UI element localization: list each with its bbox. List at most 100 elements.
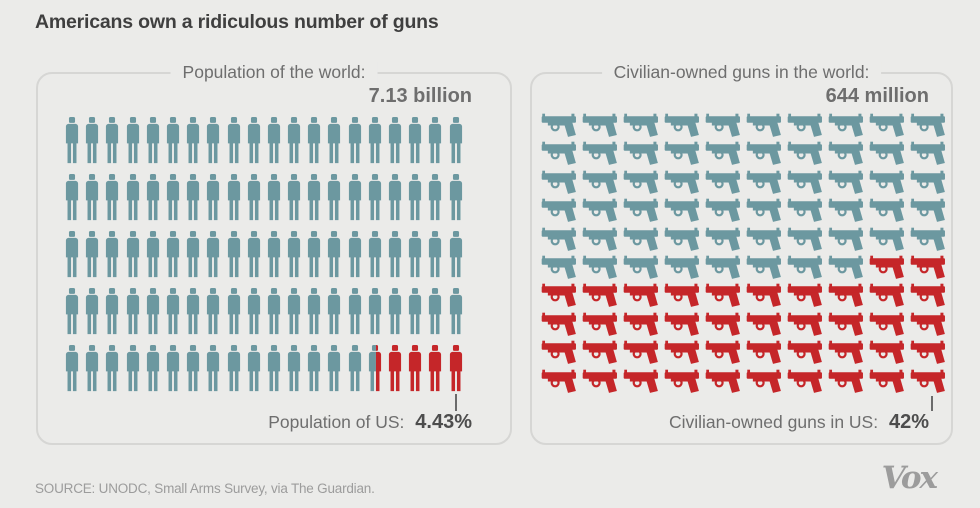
person-icon — [145, 117, 161, 165]
handgun-icon — [746, 112, 782, 138]
handgun-icon — [828, 339, 864, 366]
handgun-icon — [828, 112, 864, 138]
person-icon — [367, 345, 383, 393]
handgun-icon — [705, 368, 741, 394]
person-icon — [125, 288, 141, 336]
person-icon — [205, 345, 221, 393]
handgun-icon — [541, 339, 577, 366]
person-icon — [448, 231, 464, 279]
handgun-icon — [787, 282, 823, 309]
handgun-icon — [746, 254, 782, 280]
person-icon — [185, 231, 201, 279]
person-icon — [266, 288, 282, 336]
person-icon — [407, 174, 423, 222]
handgun-icon — [623, 339, 659, 366]
person-icon — [407, 288, 423, 336]
highlight-caption: Population of US: 4.43% — [268, 411, 472, 434]
handgun-icon — [623, 254, 659, 280]
person-icon — [226, 174, 242, 222]
handgun-icon — [582, 169, 618, 195]
highlight-value: 4.43% — [415, 411, 472, 433]
person-icon — [286, 345, 302, 393]
person-icon — [306, 117, 322, 165]
handgun-icon — [664, 368, 700, 394]
person-icon — [246, 174, 262, 222]
handgun-icon — [582, 112, 618, 138]
person-icon — [64, 345, 80, 393]
person-icon — [347, 345, 363, 393]
handgun-icon — [828, 368, 864, 394]
source-note: SOURCE: UNODC, Small Arms Survey, via Th… — [35, 481, 375, 496]
person-icon — [367, 174, 383, 222]
handgun-icon — [623, 282, 659, 309]
handgun-icon — [910, 226, 946, 252]
handgun-icon — [705, 282, 741, 309]
person-icon — [64, 288, 80, 336]
handgun-icon — [869, 169, 905, 195]
person-icon — [165, 345, 181, 393]
person-icon — [286, 174, 302, 222]
handgun-icon — [746, 339, 782, 366]
handgun-icon — [582, 197, 618, 224]
handgun-icon — [910, 339, 946, 366]
handgun-icon — [705, 197, 741, 224]
handgun-icon — [705, 254, 741, 280]
handgun-icon — [746, 311, 782, 337]
highlight-label: Population of US: — [268, 412, 405, 432]
person-icon — [104, 345, 120, 393]
handgun-icon — [705, 311, 741, 337]
person-icon — [205, 288, 221, 336]
person-icon — [246, 117, 262, 165]
handgun-icon — [746, 282, 782, 309]
panel-world-population: Population of the world: 7.13 billion Po… — [36, 62, 512, 445]
total-value: 644 million — [825, 85, 929, 107]
handgun-icon — [869, 282, 905, 309]
handgun-icon — [664, 197, 700, 224]
handgun-icon — [664, 226, 700, 252]
person-icon — [448, 117, 464, 165]
handgun-icon — [664, 282, 700, 309]
handgun-icon — [541, 226, 577, 252]
person-icon — [387, 231, 403, 279]
handgun-icon — [623, 140, 659, 167]
person-icon — [347, 288, 363, 336]
person-icon — [84, 345, 100, 393]
handgun-icon — [869, 197, 905, 224]
highlight-caption: Civilian-owned guns in US: 42% — [669, 411, 929, 434]
person-icon — [205, 174, 221, 222]
person-icon — [165, 174, 181, 222]
handgun-icon — [910, 112, 946, 138]
person-icon — [448, 174, 464, 222]
handgun-icon — [541, 254, 577, 280]
person-icon — [84, 288, 100, 336]
person-icon — [367, 288, 383, 336]
handgun-icon — [541, 140, 577, 167]
person-icon — [387, 117, 403, 165]
person-icon — [226, 345, 242, 393]
handgun-icon — [787, 197, 823, 224]
person-icon — [326, 288, 342, 336]
person-icon — [367, 231, 383, 279]
person-icon — [104, 288, 120, 336]
handgun-icon — [910, 197, 946, 224]
handgun-icon — [623, 226, 659, 252]
person-icon — [407, 231, 423, 279]
handgun-icon — [541, 311, 577, 337]
handgun-icon — [869, 254, 905, 280]
handgun-icon — [787, 226, 823, 252]
person-icon — [286, 117, 302, 165]
person-pictogram-grid — [64, 117, 464, 393]
handgun-icon — [910, 140, 946, 167]
person-icon — [448, 288, 464, 336]
handgun-icon — [705, 140, 741, 167]
person-icon — [306, 231, 322, 279]
person-icon — [246, 288, 262, 336]
person-icon — [347, 117, 363, 165]
person-icon — [387, 345, 403, 393]
handgun-icon — [869, 140, 905, 167]
person-icon — [125, 174, 141, 222]
person-icon — [145, 288, 161, 336]
highlight-value: 42% — [888, 411, 929, 433]
person-icon — [104, 117, 120, 165]
person-icon — [64, 117, 80, 165]
